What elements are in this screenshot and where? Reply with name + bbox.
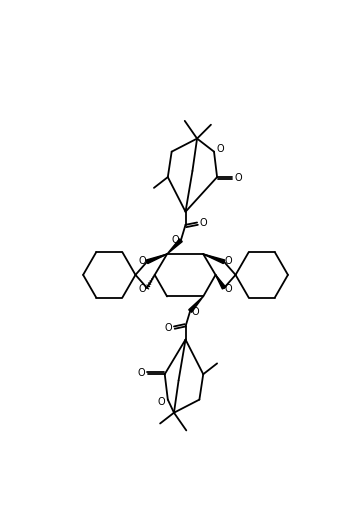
Polygon shape xyxy=(167,239,182,254)
Text: O: O xyxy=(165,323,172,333)
Text: O: O xyxy=(235,173,243,183)
Text: O: O xyxy=(225,256,232,266)
Text: O: O xyxy=(225,284,232,294)
Polygon shape xyxy=(203,254,225,264)
Text: O: O xyxy=(216,144,224,154)
Text: O: O xyxy=(158,397,165,407)
Text: O: O xyxy=(192,307,199,317)
Text: O: O xyxy=(139,256,146,266)
Text: O: O xyxy=(199,218,207,228)
Text: O: O xyxy=(139,284,146,294)
Text: O: O xyxy=(172,235,179,245)
Polygon shape xyxy=(215,275,226,289)
Polygon shape xyxy=(189,297,203,312)
Text: O: O xyxy=(137,368,145,378)
Polygon shape xyxy=(146,254,167,264)
